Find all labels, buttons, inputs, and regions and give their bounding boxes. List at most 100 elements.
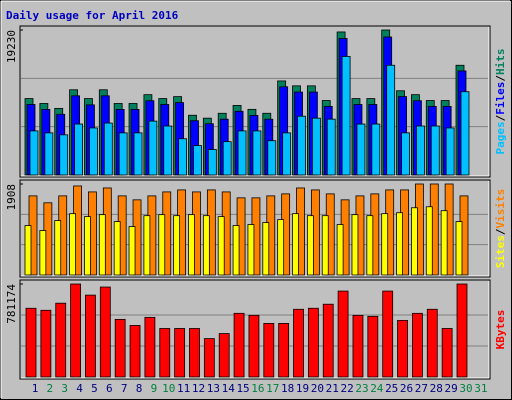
x-tick-label: 5 <box>91 382 98 395</box>
bar <box>193 145 202 176</box>
x-tick-label: 7 <box>121 382 128 395</box>
bar <box>337 290 349 378</box>
bar <box>143 215 151 276</box>
bar <box>207 149 217 176</box>
bar <box>293 308 304 378</box>
x-tick-label: 29 <box>445 382 458 395</box>
bar <box>133 132 143 176</box>
legend-separator: / <box>494 75 507 82</box>
x-tick-label: 3 <box>61 382 68 395</box>
bar <box>129 325 141 378</box>
x-tick-label: 17 <box>266 382 279 395</box>
x-tick-label: 8 <box>136 382 143 395</box>
bar <box>114 318 126 378</box>
x-tick-label: 25 <box>385 382 398 395</box>
bar <box>144 316 156 378</box>
x-tick-label: 24 <box>370 382 384 395</box>
bar <box>367 315 379 378</box>
bar <box>352 314 364 378</box>
bar <box>440 210 448 276</box>
bar <box>40 309 52 378</box>
legend-entry: Files <box>494 82 507 115</box>
bar <box>98 214 106 276</box>
bar <box>85 294 96 378</box>
bar <box>252 130 262 176</box>
x-tick-label: 23 <box>355 382 368 395</box>
bar <box>396 212 403 276</box>
y-max-label: 781174 <box>5 284 18 324</box>
bar <box>54 220 62 276</box>
bar <box>311 117 321 176</box>
bar <box>188 214 195 276</box>
bar <box>84 216 91 276</box>
bar <box>29 130 39 176</box>
legend-entry: Sites <box>494 235 507 268</box>
bar <box>297 115 306 176</box>
bar <box>371 123 381 176</box>
bar <box>430 125 440 176</box>
x-tick-label: 4 <box>76 382 83 395</box>
bar <box>69 213 76 276</box>
x-tick-label: 28 <box>430 382 443 395</box>
bar <box>174 328 186 378</box>
bar <box>55 302 67 378</box>
bar <box>366 215 374 276</box>
bar <box>113 221 121 276</box>
bar <box>118 132 128 176</box>
bar <box>158 214 166 276</box>
legend-separator: / <box>494 114 507 121</box>
bar <box>218 333 230 378</box>
legend: Pages/Files/Hits <box>494 49 507 155</box>
bar <box>278 323 290 378</box>
bar <box>70 283 81 378</box>
x-tick-label: 1 <box>32 382 39 395</box>
bar <box>306 215 314 276</box>
bar <box>103 122 113 176</box>
bar <box>426 308 438 378</box>
bar <box>456 283 468 378</box>
bar <box>25 307 37 378</box>
bar <box>159 328 171 378</box>
bar <box>322 303 334 378</box>
bar <box>59 134 69 176</box>
bar <box>222 141 232 176</box>
legend: Sites/Visits <box>494 189 507 269</box>
bar <box>203 338 215 378</box>
bar <box>411 207 418 276</box>
x-tick-label: 26 <box>400 382 413 395</box>
y-max-label: 19230 <box>5 30 18 63</box>
legend-entry: Pages <box>494 121 507 154</box>
x-tick-label: 11 <box>177 382 190 395</box>
bar <box>217 216 225 276</box>
x-tick-label: 18 <box>281 382 294 395</box>
x-tick-label: 6 <box>106 382 113 395</box>
bar <box>397 319 408 378</box>
bar <box>356 123 366 176</box>
bar <box>336 224 344 276</box>
x-tick-label: 20 <box>311 382 324 395</box>
bar <box>178 138 188 176</box>
chart-title: Daily usage for April 2016 <box>6 9 179 22</box>
bar <box>382 290 394 378</box>
x-tick-label: 15 <box>236 382 249 395</box>
x-tick-label: 22 <box>340 382 353 395</box>
bar <box>455 221 463 276</box>
bar <box>445 127 455 176</box>
bar <box>460 91 470 176</box>
bar <box>248 314 260 378</box>
legend-entry: Visits <box>494 189 507 229</box>
bar <box>412 312 423 378</box>
bar <box>441 328 453 378</box>
legend-entry: KBytes <box>494 310 507 350</box>
bar <box>416 125 425 176</box>
y-max-label: 1908 <box>5 184 18 211</box>
x-tick-label: 2 <box>47 382 54 395</box>
bar <box>163 125 173 176</box>
bar <box>262 222 270 276</box>
x-tick-label: 14 <box>222 382 236 395</box>
x-tick-label: 27 <box>415 382 428 395</box>
x-tick-label: 21 <box>326 382 339 395</box>
bar <box>173 215 181 276</box>
bar <box>381 213 389 276</box>
